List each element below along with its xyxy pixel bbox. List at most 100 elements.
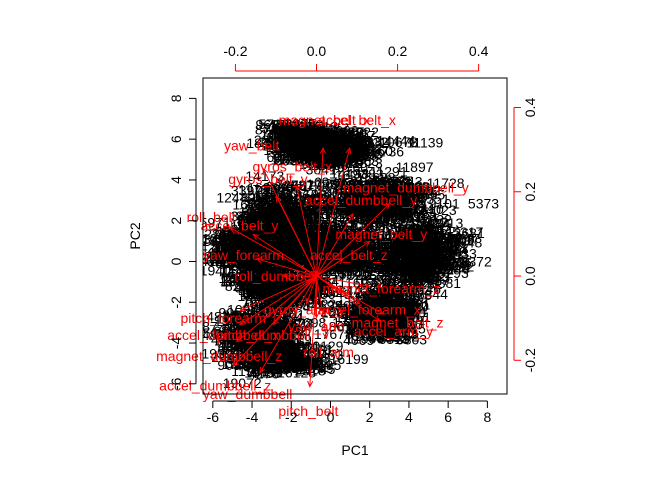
loading-label-magnet_forearm_z: magnet_forearm_z: [323, 281, 441, 297]
x-tick-label: 4: [405, 409, 413, 425]
observation-label: 5826: [268, 209, 299, 225]
observation-label: 19543: [277, 131, 316, 147]
observation-label: 6885: [330, 132, 361, 148]
observation-label: 18285: [241, 215, 280, 231]
observation-label: 4920: [292, 116, 323, 132]
observation-label: 10498: [265, 135, 304, 151]
observation-label: 11359: [307, 148, 345, 164]
observation-label: 7050: [290, 119, 321, 135]
observation-label: 3147: [284, 126, 315, 142]
observation-label: 3481: [273, 133, 304, 149]
observation-label: 15454: [287, 139, 326, 155]
observation-label: 9805: [286, 210, 317, 226]
observation-label: 3781: [305, 222, 336, 238]
observation-label: 13731: [307, 124, 346, 140]
observation-label: 2134: [336, 144, 367, 160]
observation-label: 17835: [281, 137, 320, 153]
observation-label: 15787: [293, 133, 332, 149]
observation-label: 9185: [253, 211, 284, 227]
observation-label: 9848: [308, 149, 339, 165]
observation-label: 2979: [288, 126, 319, 142]
observation-label: 6532: [307, 133, 338, 149]
observation-label: 2854: [263, 137, 294, 153]
observation-label: 15558: [317, 205, 356, 221]
observation-label: 3512: [278, 128, 309, 144]
observation-label: 14769: [283, 139, 322, 155]
observation-label: 3076: [262, 203, 293, 219]
y-tick-label: 8: [168, 94, 184, 102]
observation-label: 15100: [238, 210, 277, 226]
observation-label: 16372: [285, 128, 324, 144]
observation-label: 318: [359, 133, 383, 149]
observation-label: 13650: [294, 126, 333, 142]
observation-label: 17422: [298, 126, 337, 142]
observation-label: 11080: [269, 214, 307, 230]
observation-label: 5588: [334, 138, 365, 154]
observation-label: 9857: [250, 218, 281, 234]
observation-label: 8287: [241, 190, 272, 206]
observation-label: 5188: [270, 141, 301, 157]
observation-label: 2776: [301, 217, 332, 233]
observation-label: 9176: [282, 209, 313, 225]
observation-label: 2387: [254, 132, 285, 148]
top-tick-label: 0.2: [388, 43, 408, 59]
observation-label: 9362: [246, 206, 277, 222]
observation-label: 19163: [324, 132, 363, 148]
observation-label: 18046: [260, 214, 299, 230]
observation-label: 6019: [311, 138, 342, 154]
loading-label-accel_belt_y: accel_belt_y: [201, 218, 279, 234]
observation-label: 914: [307, 202, 331, 218]
observation-label: 12665: [273, 212, 312, 228]
observation-label: 7506: [262, 213, 293, 229]
top-tick-label: -0.2: [223, 43, 247, 59]
observation-label: 18112: [277, 192, 315, 208]
observation-label: 336: [231, 208, 255, 224]
observation-label: 18986: [325, 153, 364, 169]
observation-label: 9680: [256, 117, 287, 133]
observation-label: 458: [359, 146, 383, 162]
observation-label: 17297: [271, 151, 310, 167]
observation-label: 5471: [269, 220, 300, 236]
observation-label: 6719: [273, 208, 304, 224]
observation-label: 3971: [283, 197, 314, 213]
observation-label: 14200: [264, 209, 303, 225]
observation-label: 9965: [302, 128, 333, 144]
observation-label: 5645: [352, 146, 383, 162]
observation-label: 2496: [295, 129, 326, 145]
observation-label: 19487: [268, 130, 307, 146]
observation-label: 9895: [267, 137, 298, 153]
observation-label: 1603: [230, 218, 261, 234]
observation-label: 16450: [258, 134, 297, 150]
observation-label: 16408: [306, 144, 345, 160]
observation-label: 3875: [308, 136, 339, 152]
observation-label: 4013: [222, 223, 253, 239]
observation-label: 18201: [275, 131, 314, 147]
observation-label: 8123: [313, 156, 344, 172]
observation-label: 8212: [285, 134, 316, 150]
observation-label: 6362: [296, 132, 327, 148]
observation-label: 8942: [294, 139, 325, 155]
observation-label: 13443: [328, 133, 367, 149]
observation-label: 8788: [276, 211, 307, 227]
observation-label: 11823: [345, 155, 383, 171]
observation-label: 4621: [331, 129, 362, 145]
observation-label: 14122: [324, 144, 363, 160]
observation-label: 18240: [317, 142, 356, 158]
observation-label: 10821: [253, 209, 292, 225]
observation-label: 12520: [276, 140, 315, 156]
observation-label: 10773: [314, 135, 353, 151]
observation-label: 10920: [292, 152, 331, 168]
observation-label: 3882: [287, 142, 318, 158]
observation-label: 4368: [278, 136, 309, 152]
observation-label: 12829: [289, 123, 328, 139]
observation-label: 19271: [330, 138, 369, 154]
observation-label: 6656: [317, 141, 348, 157]
observation-label: 17940: [295, 129, 334, 145]
observation-label: 12061: [303, 131, 342, 147]
observation-label: 1667: [283, 178, 314, 194]
observation-label: 14079: [286, 147, 325, 163]
observation-label: 2330: [296, 129, 327, 145]
top-tick-label: 0.0: [307, 43, 327, 59]
observation-label: 11631: [263, 136, 301, 152]
observation-label: 11039: [311, 157, 349, 173]
